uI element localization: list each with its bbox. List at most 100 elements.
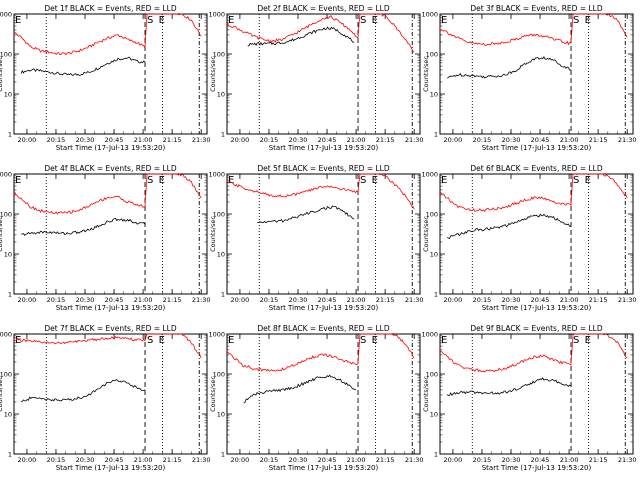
x-tick-label: 21:30	[618, 456, 637, 464]
y-tick-label: 10	[217, 251, 225, 259]
x-tick-label: 20:15	[260, 456, 279, 464]
end-marker-label: E	[372, 335, 378, 346]
plot-frame	[13, 333, 208, 455]
x-tick-label: 21:30	[405, 136, 424, 144]
x-axis-label: Start Time (17-Jul-13 19:53:20)	[269, 144, 379, 152]
events-series-line	[257, 205, 355, 224]
y-tick-label: 10	[217, 411, 225, 419]
y-axis-label: Counts/sec	[422, 56, 430, 92]
y-tick-label: 10	[4, 91, 12, 99]
lld-series-line	[226, 333, 415, 372]
end-marker-label: E	[441, 335, 447, 346]
start-marker-label: S	[360, 175, 366, 186]
panel-title: Det 5f BLACK = Events, RED = LLD	[257, 164, 390, 173]
events-series-line	[247, 26, 355, 47]
lld-series-line	[439, 333, 628, 373]
x-tick-label: 21:15	[589, 456, 608, 464]
x-tick-label: 21:00	[347, 136, 366, 144]
lld-series-line	[13, 13, 202, 56]
panel-title: Det 2f BLACK = Events, RED = LLD	[257, 4, 390, 13]
x-tick-label: 20:45	[531, 456, 550, 464]
x-tick-label: 20:45	[318, 296, 337, 304]
end-marker-label: E	[159, 175, 165, 186]
y-axis-label: Counts/sec	[422, 216, 430, 252]
panel-det-7: Det 7f BLACK = Events, RED = LLD 1 10 100 10…	[0, 324, 211, 472]
y-tick-label: 1000	[0, 11, 12, 19]
x-tick-label: 21:00	[347, 296, 366, 304]
x-tick-label: 21:15	[163, 456, 182, 464]
x-tick-label: 21:15	[376, 456, 395, 464]
y-tick-label: 1	[221, 451, 225, 459]
panel-title: Det 9f BLACK = Events, RED = LLD	[470, 324, 603, 333]
start-marker-label: S	[360, 15, 366, 26]
plot-frame	[13, 13, 208, 135]
y-tick-label: 100	[426, 211, 438, 219]
y-tick-label: 10	[430, 91, 438, 99]
lld-series-line	[13, 333, 202, 359]
y-tick-label: 100	[0, 51, 12, 59]
x-tick-label: 21:00	[560, 296, 579, 304]
panel-title: Det 3f BLACK = Events, RED = LLD	[470, 4, 603, 13]
lld-series-line	[226, 13, 415, 53]
lld-series-line	[439, 13, 628, 46]
y-tick-label: 10	[430, 251, 438, 259]
x-tick-label: 20:00	[444, 296, 463, 304]
y-tick-label: 10	[217, 91, 225, 99]
y-tick-label: 1	[434, 451, 438, 459]
panel-title: Det 1f BLACK = Events, RED = LLD	[44, 4, 177, 13]
y-tick-label: 1000	[208, 171, 225, 179]
x-tick-label: 20:15	[260, 136, 279, 144]
y-tick-label: 100	[213, 211, 225, 219]
x-tick-label: 20:00	[18, 136, 37, 144]
y-tick-label: 100	[0, 371, 12, 379]
plot-frame	[13, 173, 208, 295]
x-tick-label: 20:45	[531, 296, 550, 304]
events-series-line	[447, 213, 572, 240]
x-tick-label: 21:15	[163, 136, 182, 144]
y-tick-label: 1000	[208, 11, 225, 19]
end-marker-label: E	[372, 175, 378, 186]
y-axis-label: Counts/sec	[0, 216, 4, 252]
start-marker-label: S	[147, 175, 153, 186]
end-marker-label: E	[159, 335, 165, 346]
panel-det-6: Det 6f BLACK = Events, RED = LLD 1 10 100 10…	[421, 164, 636, 312]
x-axis-label: Start Time (17-Jul-13 19:53:20)	[482, 144, 592, 152]
y-tick-label: 100	[213, 51, 225, 59]
events-series-line	[446, 56, 572, 79]
x-tick-label: 20:45	[105, 296, 124, 304]
start-marker-label: S	[573, 335, 579, 346]
end-marker-label: E	[228, 335, 234, 346]
x-tick-label: 21:15	[589, 296, 608, 304]
x-tick-label: 20:15	[473, 136, 492, 144]
x-tick-label: 21:30	[405, 456, 424, 464]
x-tick-label: 20:45	[318, 136, 337, 144]
end-marker-label: E	[441, 175, 447, 186]
panel-det-2: Det 2f BLACK = Events, RED = LLD 1 10 100 10…	[208, 4, 423, 152]
y-tick-label: 1000	[421, 171, 438, 179]
x-tick-label: 21:00	[560, 456, 579, 464]
plot-frame	[439, 173, 634, 295]
y-tick-label: 1000	[0, 331, 12, 339]
y-tick-label: 1	[8, 131, 12, 139]
x-axis-label: Start Time (17-Jul-13 19:53:20)	[482, 464, 592, 472]
x-tick-label: 20:45	[105, 136, 124, 144]
x-axis-label: Start Time (17-Jul-13 19:53:20)	[269, 304, 379, 312]
x-tick-label: 20:45	[531, 136, 550, 144]
x-tick-label: 20:15	[473, 296, 492, 304]
end-marker-label: E	[15, 335, 21, 346]
panel-det-3: Det 3f BLACK = Events, RED = LLD 1 10 100 10…	[421, 4, 636, 152]
panel-title: Det 7f BLACK = Events, RED = LLD	[44, 324, 177, 333]
end-marker-label: E	[585, 15, 591, 26]
x-axis-label: Start Time (17-Jul-13 19:53:20)	[482, 304, 592, 312]
x-axis-label: Start Time (17-Jul-13 19:53:20)	[269, 464, 379, 472]
lld-series-line	[13, 173, 202, 215]
plot-frame	[439, 333, 634, 455]
x-tick-label: 20:15	[260, 296, 279, 304]
panel-det-4: Det 4f BLACK = Events, RED = LLD 1 10 100 10…	[0, 164, 211, 312]
x-axis-label: Start Time (17-Jul-13 19:53:20)	[56, 144, 166, 152]
y-tick-label: 100	[213, 371, 225, 379]
y-tick-label: 1	[221, 131, 225, 139]
x-tick-label: 20:15	[47, 296, 66, 304]
